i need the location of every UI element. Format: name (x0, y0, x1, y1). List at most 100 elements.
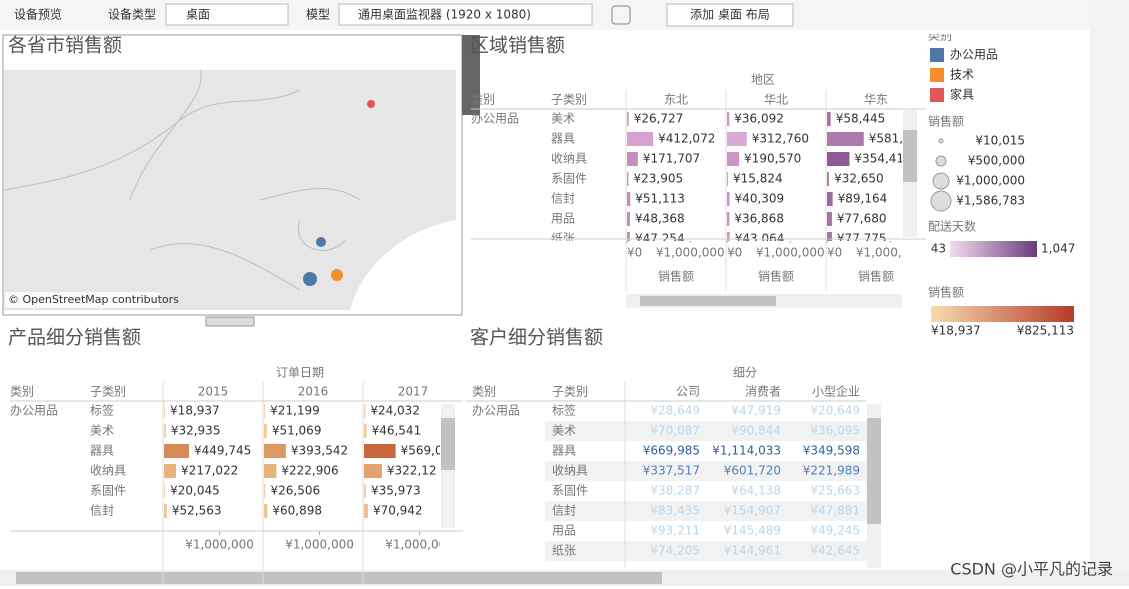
value-label: ¥52,563 (172, 504, 222, 518)
model-dropdown[interactable] (338, 3, 593, 26)
legend-swatch (930, 48, 944, 62)
x-tick-label: ¥1,000,000 (756, 246, 825, 260)
bar (727, 192, 730, 206)
subcategory-label: 收纳具 (552, 464, 588, 478)
v-scroll-thumb[interactable] (903, 130, 917, 182)
bar (164, 464, 177, 478)
map-borders (3, 69, 361, 291)
add-layout-button[interactable] (666, 3, 794, 27)
legend-swatch (930, 68, 944, 82)
header: 类别 (472, 385, 496, 399)
value-label: ¥20,045 (170, 484, 220, 498)
product-rows: 办公用品 标签 ¥18,937 ¥21,199 ¥24,032 美术 ¥32,935 ¥51,… (10, 403, 443, 518)
value-label: ¥23,905 (634, 172, 684, 186)
bar (827, 192, 833, 206)
column-header: 细分 (733, 366, 757, 380)
legend-label: 43 (931, 242, 946, 256)
header: 子类别 (551, 93, 587, 107)
subcategory-label: 标签 (552, 403, 576, 418)
x-tick-label: ¥0 (627, 246, 642, 260)
column-label: 华东 (864, 93, 888, 107)
column-label: 2016 (298, 385, 329, 399)
x-tick-label: ¥0 (727, 246, 742, 260)
value-label: ¥144,961 (724, 544, 781, 558)
customer-rows: 办公用品 标签 ¥28,649 ¥47,919 ¥20,649 美术 ¥70,087 ¥90,… (472, 403, 867, 561)
bar (264, 424, 267, 438)
value-label: ¥70,942 (373, 504, 423, 518)
value-label: ¥21,199 (270, 404, 320, 418)
sea (350, 220, 456, 310)
pie-marker (303, 272, 317, 286)
color-ramp (931, 306, 1074, 322)
attribution-bg (5, 292, 160, 308)
region-title: 区域销售额 (470, 35, 565, 57)
bar (727, 232, 730, 241)
value-label: ¥171,707 (643, 152, 700, 166)
column-header: 订单日期 (276, 366, 324, 380)
value-label: ¥35,973 (371, 484, 421, 498)
subcategory-label: 美术 (90, 424, 114, 438)
x-tick-label: ¥1,000,000 (285, 538, 354, 552)
pie-marker (367, 100, 375, 108)
value-label: ¥43,064 (735, 232, 785, 246)
panel-tools[interactable] (462, 35, 480, 115)
bar (164, 504, 167, 518)
bar (264, 504, 268, 518)
value-label: ¥569,0 (401, 444, 443, 458)
value-label: ¥581, (869, 132, 903, 146)
bar (364, 424, 367, 438)
column-label: 东北 (664, 93, 688, 107)
column-label: 2015 (198, 385, 229, 399)
legend-label: 办公用品 (950, 47, 998, 62)
value-label: ¥26,727 (634, 112, 684, 126)
bar (164, 404, 166, 418)
value-label: ¥60,898 (272, 504, 322, 518)
map-title: 各省市销售额 (8, 35, 122, 57)
subcategory-label: 美术 (552, 424, 576, 438)
value-label: ¥47,881 (810, 504, 860, 518)
bar (627, 152, 638, 166)
value-label: ¥28,649 (650, 404, 700, 418)
product-axis: ¥1,000,000 ¥1,000,000 ¥1,000,000 (185, 531, 440, 552)
value-label: ¥145,489 (724, 524, 781, 538)
v-scroll-thumb[interactable] (867, 418, 881, 524)
value-label: ¥393,542 (291, 444, 348, 458)
value-label: ¥32,935 (171, 424, 221, 438)
h-scroll-thumb[interactable] (640, 296, 776, 306)
subcategory-label: 系固件 (552, 484, 588, 498)
value-label: ¥49,245 (810, 524, 860, 538)
legend-label: ¥18,937 (931, 324, 981, 338)
subcategory-label: 信封 (551, 192, 575, 206)
rotate-icon[interactable] (611, 5, 631, 25)
watermark: CSDN @小平凡的记录 (950, 560, 1113, 579)
value-label: ¥221,989 (803, 464, 860, 478)
bar (164, 484, 166, 498)
bar (364, 484, 366, 498)
bar (364, 404, 366, 418)
subcategory-label: 信封 (552, 504, 576, 518)
bar (627, 212, 631, 226)
value-label: ¥18,937 (170, 404, 220, 418)
device-dropdown[interactable] (165, 3, 289, 26)
axis-title: 销售额 (758, 269, 794, 284)
value-label: ¥32,650 (834, 172, 884, 186)
device-type-label: 设备类型 (108, 8, 156, 22)
bar (827, 232, 832, 241)
value-label: ¥154,907 (724, 504, 781, 518)
product-title: 产品细分销售额 (8, 327, 141, 349)
header: 类别 (471, 93, 495, 107)
value-label: ¥90,844 (731, 424, 781, 438)
header: 子类别 (552, 385, 588, 399)
v-scroll-thumb[interactable] (441, 418, 455, 470)
x-tick-label: ¥0 (827, 246, 842, 260)
value-label: ¥354,41 (854, 152, 904, 166)
value-label: ¥58,445 (836, 112, 886, 126)
page-h-scroll-thumb[interactable] (16, 572, 662, 584)
resize-handle[interactable] (205, 316, 255, 327)
pie-marker (331, 269, 343, 281)
bar (164, 444, 189, 458)
legend-label: 1,047 (1041, 242, 1075, 256)
